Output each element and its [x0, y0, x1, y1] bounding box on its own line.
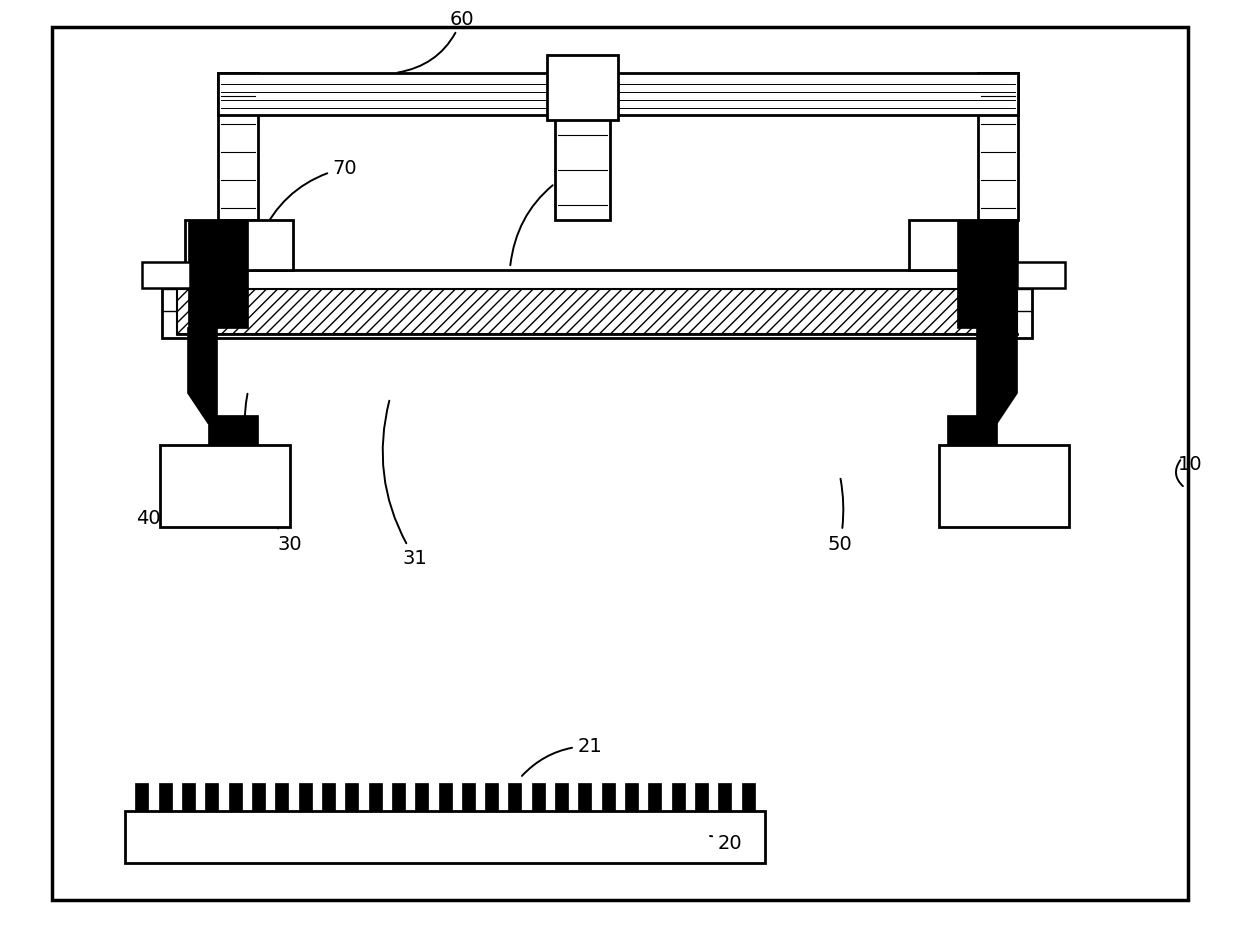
- Text: 70: 70: [262, 160, 357, 237]
- Text: 31: 31: [383, 401, 428, 568]
- Bar: [909, 221, 1017, 271]
- Bar: [299, 783, 311, 811]
- Bar: [218, 74, 258, 221]
- Bar: [461, 783, 475, 811]
- Bar: [135, 783, 149, 811]
- Bar: [125, 811, 765, 863]
- Text: 61: 61: [511, 164, 583, 266]
- Bar: [177, 290, 1017, 335]
- Bar: [322, 783, 335, 811]
- Bar: [508, 783, 522, 811]
- Bar: [947, 416, 997, 445]
- Bar: [228, 783, 242, 811]
- Text: 10: 10: [1178, 454, 1203, 473]
- Text: 21: 21: [522, 737, 603, 776]
- Text: 40: 40: [135, 476, 187, 528]
- Bar: [957, 221, 1017, 329]
- Bar: [208, 416, 258, 445]
- Bar: [649, 783, 661, 811]
- Bar: [218, 74, 1018, 116]
- Bar: [978, 74, 1018, 221]
- Bar: [578, 783, 591, 811]
- Bar: [718, 783, 732, 811]
- Bar: [1017, 263, 1065, 289]
- Polygon shape: [977, 329, 1017, 423]
- Text: 50: 50: [827, 479, 852, 553]
- Bar: [345, 783, 358, 811]
- Bar: [625, 783, 639, 811]
- Polygon shape: [188, 329, 217, 423]
- Bar: [672, 783, 684, 811]
- Bar: [547, 56, 618, 121]
- Bar: [556, 783, 568, 811]
- Text: 20: 20: [711, 833, 743, 853]
- Bar: [160, 445, 290, 527]
- Bar: [143, 263, 190, 289]
- Bar: [252, 783, 265, 811]
- Bar: [188, 221, 248, 329]
- Bar: [742, 783, 755, 811]
- Bar: [177, 290, 1017, 335]
- Bar: [185, 221, 293, 271]
- Bar: [485, 783, 498, 811]
- Bar: [206, 783, 218, 811]
- Bar: [532, 783, 544, 811]
- Bar: [415, 783, 428, 811]
- Bar: [439, 783, 451, 811]
- Text: 80: 80: [858, 302, 930, 320]
- Bar: [162, 271, 1032, 339]
- Bar: [392, 783, 404, 811]
- Bar: [368, 783, 382, 811]
- Bar: [177, 290, 1017, 335]
- Bar: [556, 116, 610, 221]
- Bar: [939, 445, 1069, 527]
- Bar: [601, 783, 615, 811]
- Bar: [182, 783, 195, 811]
- Text: 30: 30: [244, 394, 303, 553]
- Bar: [275, 783, 288, 811]
- Text: 60: 60: [398, 9, 475, 73]
- Bar: [696, 783, 708, 811]
- Bar: [159, 783, 171, 811]
